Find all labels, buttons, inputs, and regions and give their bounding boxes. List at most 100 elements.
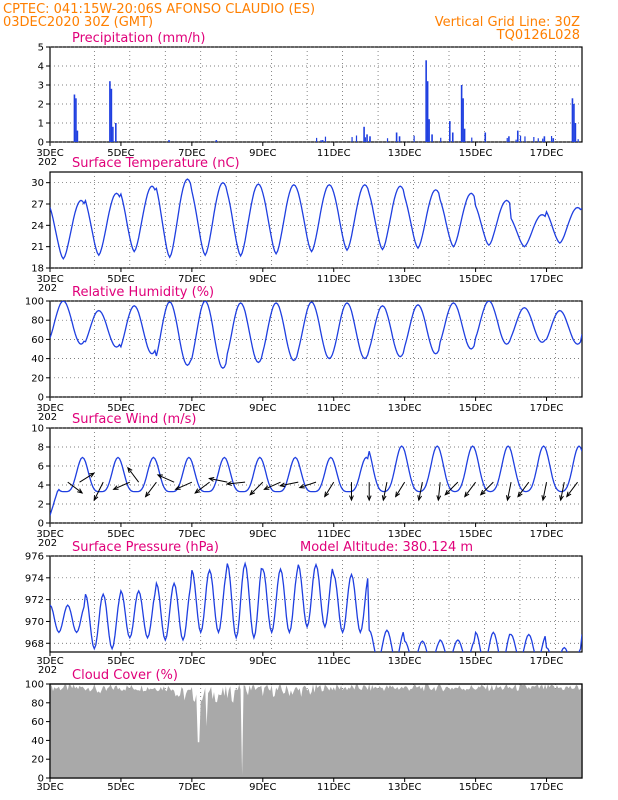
x-tick-label: 13DEC: [388, 403, 422, 414]
x-tick-label: 3DEC: [36, 782, 63, 793]
y-tick-label: 0: [38, 393, 44, 404]
x-tick-label: 5DEC: [107, 403, 134, 414]
year-label: 202: [38, 283, 57, 294]
wind-vector: [299, 481, 317, 489]
wind-vector: [175, 481, 193, 490]
x-tick-label: 7DEC: [178, 403, 205, 414]
wind-vector: [194, 481, 210, 494]
wind-vector-head: [263, 485, 270, 490]
precip-bar: [76, 130, 79, 142]
y-tick-label: 2: [38, 500, 44, 511]
precip-bar: [215, 140, 218, 142]
x-tick-label: 17DEC: [530, 529, 564, 540]
panel-frame: [49, 427, 583, 524]
wind-vector-head: [394, 491, 401, 498]
x-tick-label: 15DEC: [459, 403, 493, 414]
wind-vector: [157, 474, 175, 483]
precip-bar: [463, 128, 466, 142]
y-tick-label: 60: [31, 717, 44, 728]
wind-speed-line: [50, 445, 582, 516]
x-tick-label: 5DEC: [107, 148, 134, 159]
wind-vector: [249, 481, 264, 496]
precip-bar: [425, 60, 427, 142]
wind-vector-head: [559, 495, 564, 502]
x-tick-label: 3DEC: [36, 403, 63, 414]
plot-area: [50, 301, 582, 370]
precip-bar: [515, 139, 517, 142]
x-tick-label: 17DEC: [530, 403, 564, 414]
x-tick-label: 3DEC: [36, 529, 63, 540]
wind-vector-head: [144, 491, 151, 498]
x-tick-label: 5DEC: [107, 782, 134, 793]
wind-vector-head: [505, 495, 511, 502]
precip-bar: [109, 81, 111, 142]
precip-bar: [451, 132, 454, 142]
wind-vector: [79, 472, 95, 483]
cloud-area: [50, 684, 582, 778]
precip-bar: [508, 136, 510, 142]
wind-vector: [506, 482, 512, 501]
y-tick-label: 18: [31, 264, 44, 275]
precip-bar: [398, 136, 401, 142]
wind-vector: [264, 481, 281, 490]
precip-bar: [369, 136, 371, 142]
wind-vector: [67, 481, 83, 494]
y-tick-label: 0: [38, 774, 44, 785]
panel-title: Precipitation (mm/h): [72, 31, 205, 46]
precip-bar: [426, 136, 429, 142]
x-tick-label: 9DEC: [249, 656, 276, 667]
wind-vector: [324, 481, 335, 497]
header-station: CPTEC: 041:15W-20:06S AFONSO CLAUDIO (ES…: [3, 2, 315, 17]
y-tick-label: 80: [31, 316, 44, 327]
plot-area: [50, 178, 582, 260]
panel-pressure: 968 970 972 974 976 3DEC 5DEC 7DEC 9DEC 11DEC 13DE…: [25, 540, 583, 676]
temperature-line: [50, 178, 582, 260]
wind-vector-head: [249, 489, 256, 496]
precip-bar: [321, 140, 324, 142]
x-tick-label: 9DEC: [249, 148, 276, 159]
wind-vector-head: [194, 488, 201, 494]
x-tick-label: 15DEC: [459, 148, 493, 159]
wind-vector: [395, 481, 406, 497]
plot-area: [73, 60, 579, 142]
y-tick-label: 60: [31, 335, 44, 346]
panel-frame: [49, 555, 583, 653]
x-tick-label: 11DEC: [317, 782, 351, 793]
year-label: 202: [38, 538, 57, 549]
precip-bar: [320, 140, 322, 142]
precip-bar: [533, 136, 535, 142]
x-tick-label: 7DEC: [178, 782, 205, 793]
precip-bar: [550, 136, 553, 142]
y-tick-label: 968: [25, 639, 44, 650]
y-tick-label: 3: [38, 81, 44, 92]
precip-bar: [552, 138, 555, 142]
wind-vector-head: [381, 495, 387, 502]
panel-title: Relative Humidity (%): [72, 285, 214, 300]
precip-bar: [351, 137, 353, 142]
panel-frame: [49, 683, 583, 779]
panel-title: Surface Wind (m/s): [72, 412, 196, 427]
humidity-line: [50, 301, 582, 370]
precip-bar: [364, 137, 366, 142]
precip-bar: [524, 136, 526, 142]
wind-vector-head: [436, 495, 442, 502]
wind-vector-head: [565, 491, 572, 498]
y-tick-label: 30: [31, 178, 44, 189]
plot-area: [50, 445, 582, 516]
precip-bar: [386, 138, 389, 142]
x-tick-label: 11DEC: [317, 529, 351, 540]
y-tick-label: 21: [31, 242, 44, 253]
wind-vector: [127, 467, 140, 483]
wind-vector-head: [517, 491, 523, 498]
x-tick-label: 7DEC: [178, 529, 205, 540]
header-vgrid: Vertical Grid Line: 30Z: [435, 15, 580, 30]
panel-humidity: 0 20 40 60 80 100 3DEC 5DEC 7DEC 9DEC 11DEC 13DEC 15…: [25, 285, 583, 423]
precip-bar: [363, 126, 365, 142]
wind-vector: [542, 482, 548, 501]
wind-vector-head: [279, 482, 286, 488]
precip-bar: [168, 140, 170, 142]
y-tick-label: 40: [31, 736, 44, 747]
x-tick-label: 13DEC: [388, 656, 422, 667]
precip-bar: [449, 121, 451, 142]
x-tick-label: 11DEC: [317, 274, 351, 285]
